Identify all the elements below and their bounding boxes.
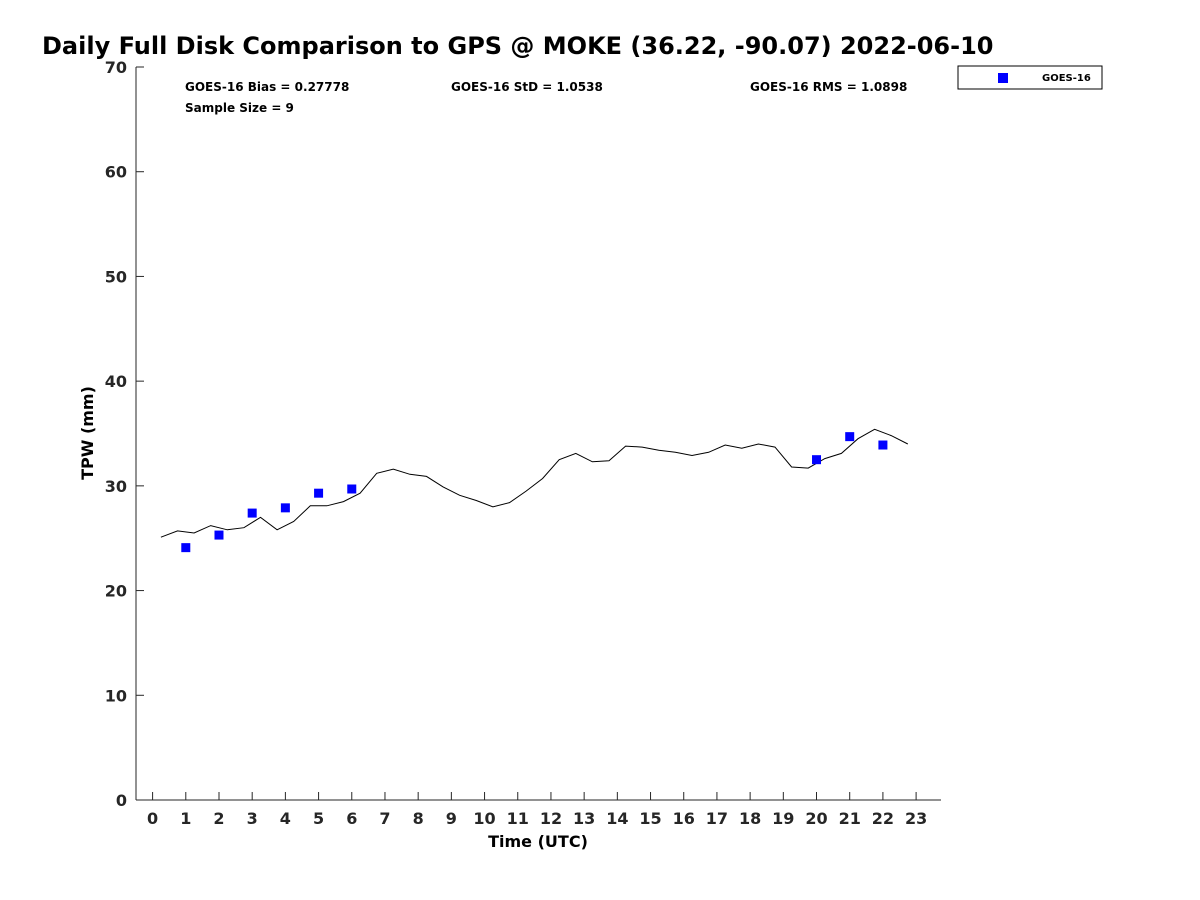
y-tick-label: 30 — [105, 477, 127, 496]
y-tick-label: 40 — [105, 372, 127, 391]
legend: GOES-16 — [957, 65, 1103, 90]
x-tick-label: 6 — [346, 809, 357, 828]
x-tick-label: 22 — [872, 809, 894, 828]
data-marks — [160, 428, 909, 553]
x-tick-label: 12 — [540, 809, 562, 828]
y-tick-label: 10 — [105, 686, 127, 705]
x-tick-label: 1 — [180, 809, 191, 828]
y-tick-label: 50 — [105, 267, 127, 286]
y-tick-label: 0 — [116, 791, 127, 810]
y-tick-label: 60 — [105, 163, 127, 182]
std-stat: GOES-16 StD = 1.0538 — [451, 80, 603, 94]
goes16-point — [845, 432, 855, 442]
legend-box — [957, 65, 1103, 90]
x-tick-label: 20 — [805, 809, 827, 828]
x-tick-label: 10 — [473, 809, 495, 828]
chart-title: Daily Full Disk Comparison to GPS @ MOKE… — [42, 32, 993, 60]
x-tick-label: 17 — [706, 809, 728, 828]
x-tick-label: 8 — [413, 809, 424, 828]
x-tick-label: 3 — [247, 809, 258, 828]
x-axis-title: Time (UTC) — [488, 832, 588, 851]
goes16-point — [181, 543, 191, 553]
y-tick-label: 20 — [105, 582, 127, 601]
goes16-point — [247, 508, 257, 518]
x-tick-label: 14 — [606, 809, 628, 828]
goes16-point — [214, 530, 224, 540]
rms-stat: GOES-16 RMS = 1.0898 — [750, 80, 907, 94]
x-tick-label: 0 — [147, 809, 158, 828]
y-axis-title: TPW (mm) — [78, 386, 97, 480]
y-tick-label: 70 — [105, 58, 127, 77]
goes16-point — [812, 455, 822, 465]
x-tick-label: 4 — [280, 809, 291, 828]
goes16-point — [347, 484, 357, 494]
x-tick-label: 9 — [446, 809, 457, 828]
sample-size-stat: Sample Size = 9 — [185, 101, 294, 115]
gps-tpw-line — [160, 428, 909, 538]
x-tick-label: 23 — [905, 809, 927, 828]
goes16-point — [280, 503, 290, 513]
legend-label-goes16: GOES-16 — [1042, 73, 1091, 84]
x-tick-label: 21 — [839, 809, 861, 828]
x-tick-label: 5 — [313, 809, 324, 828]
goes16-point — [314, 488, 324, 498]
x-tick-label: 7 — [379, 809, 390, 828]
x-tick-label: 19 — [772, 809, 794, 828]
x-tick-label: 18 — [739, 809, 761, 828]
x-tick-label: 13 — [573, 809, 595, 828]
legend-swatch-goes16 — [998, 73, 1008, 83]
x-tick-label: 16 — [673, 809, 695, 828]
x-tick-label: 15 — [639, 809, 661, 828]
bias-stat: GOES-16 Bias = 0.27778 — [185, 80, 349, 94]
goes16-point — [878, 440, 888, 450]
axes: 0 1 2 3 4 5 6 7 8 9 10 11 12 13 14 15 16 17 18 19 20 21 22 2301… — [105, 58, 941, 828]
x-tick-label: 11 — [507, 809, 529, 828]
x-tick-label: 2 — [213, 809, 224, 828]
